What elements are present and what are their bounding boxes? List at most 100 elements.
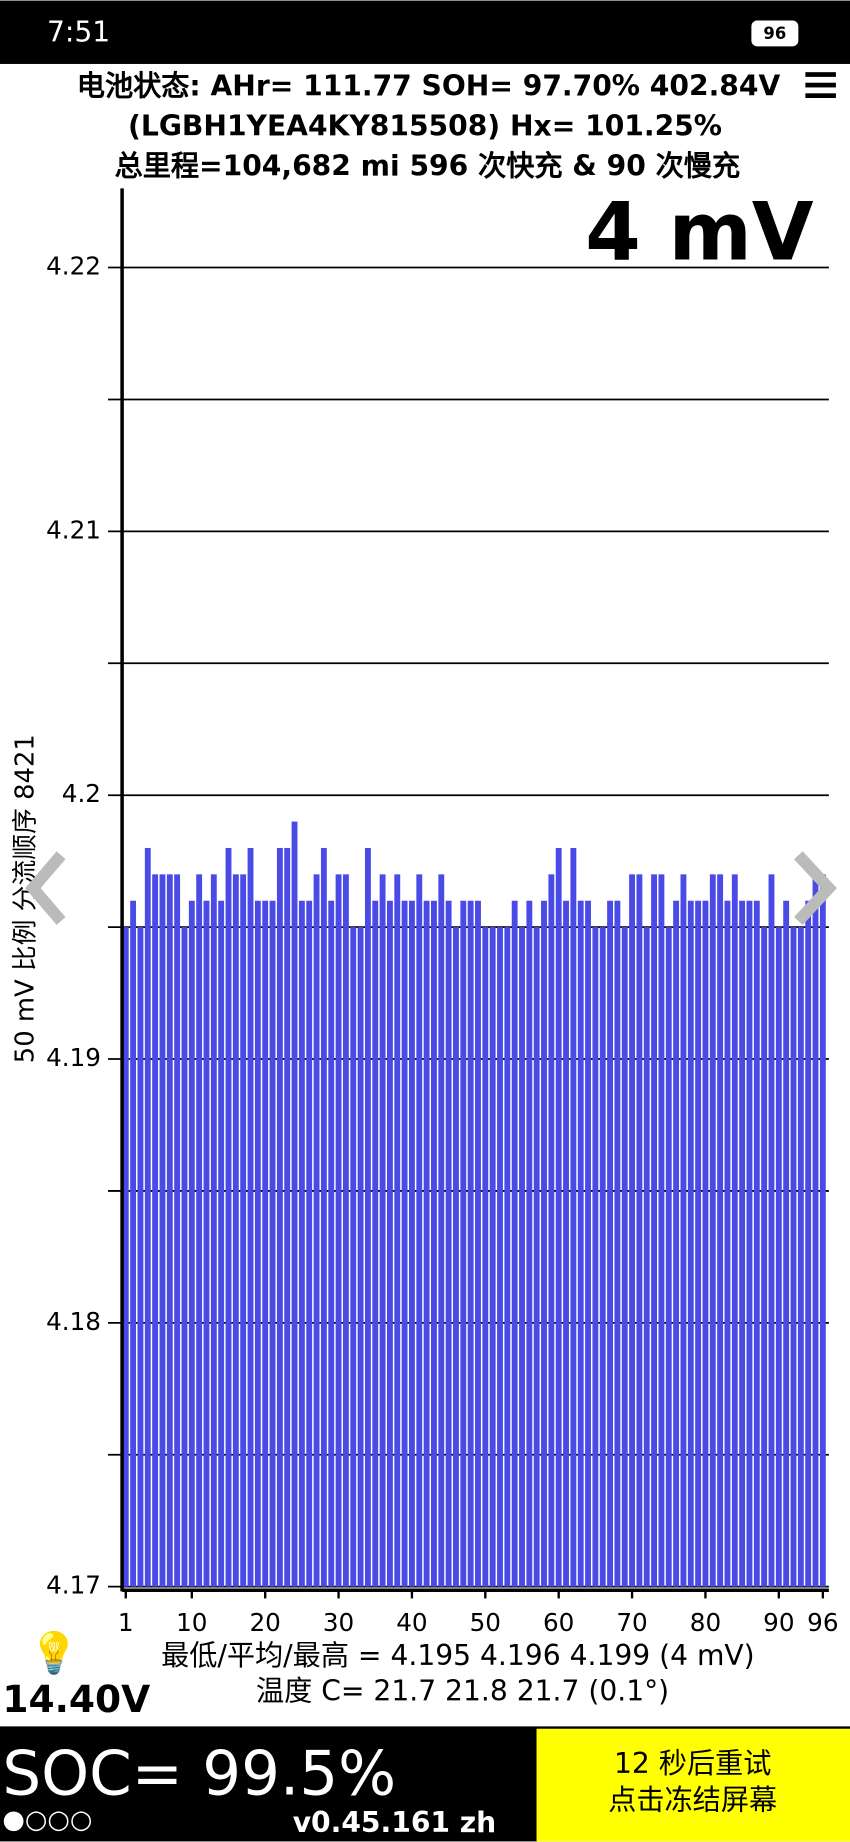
x-tick-label: 20 [250, 1608, 281, 1637]
bar [386, 900, 393, 1587]
bar [203, 900, 210, 1587]
clock: 7:51 [47, 15, 110, 48]
x-tick-label: 1 [118, 1608, 134, 1637]
bar [284, 847, 291, 1587]
bar [607, 900, 613, 1587]
x-tick-label: 70 [616, 1608, 647, 1637]
bar [328, 900, 335, 1587]
bar [790, 927, 797, 1587]
aux-voltage: 14.40V [2, 1677, 150, 1721]
bar [416, 874, 423, 1587]
bar [526, 900, 533, 1587]
bar [592, 927, 599, 1587]
battery-level: 96 [763, 24, 786, 43]
bar [497, 927, 503, 1587]
bar [152, 874, 159, 1587]
bar [144, 847, 151, 1587]
bar [130, 900, 137, 1587]
x-tick-label: 60 [543, 1608, 574, 1637]
y-tick-label: 4.18 [46, 1307, 101, 1336]
bar [181, 927, 188, 1587]
bar [636, 874, 643, 1587]
header-line: 电池状态: AHr= 111.77 SOH= 97.70% 402.84V [77, 69, 781, 102]
bar [563, 900, 569, 1587]
prev-arrow[interactable] [25, 851, 66, 925]
x-tick-label: 10 [176, 1608, 207, 1637]
bar [805, 900, 812, 1587]
bar [724, 900, 731, 1587]
bar [511, 900, 518, 1587]
bar [247, 847, 254, 1587]
bar [504, 927, 511, 1587]
bar [276, 847, 283, 1587]
bar [761, 927, 768, 1587]
y-tick-label: 4.22 [46, 252, 101, 281]
bar [159, 874, 166, 1587]
bar [379, 874, 386, 1587]
bar [687, 900, 694, 1587]
bar [291, 821, 298, 1587]
bar [460, 900, 467, 1587]
battery-icon [751, 20, 799, 47]
bar [680, 874, 687, 1587]
header-line: 总里程=104,682 mi 596 次快充 & 90 次慢充 [115, 149, 741, 182]
retry-text: 12 秒后重试 [614, 1747, 771, 1780]
bar [812, 874, 819, 1587]
freeze-button[interactable] [536, 1728, 850, 1842]
bar [240, 874, 247, 1587]
bar [519, 927, 525, 1587]
bar [306, 900, 313, 1587]
bar [335, 874, 342, 1587]
bar [401, 900, 408, 1587]
bar [475, 900, 481, 1587]
bar [122, 927, 129, 1587]
bar [651, 874, 658, 1587]
bar [453, 927, 459, 1587]
bar [585, 900, 591, 1587]
bar [783, 900, 790, 1587]
stats: 最低/平均/最高 = 4.195 4.196 4.199 (4 mV) [161, 1639, 755, 1672]
bar [577, 900, 584, 1587]
bar [555, 847, 562, 1587]
bulb-icon[interactable]: 💡 [29, 1629, 79, 1676]
x-tick-label: 96 [807, 1608, 838, 1637]
bar [533, 927, 540, 1587]
bar [768, 874, 775, 1587]
bar [614, 900, 621, 1587]
bar [298, 900, 305, 1587]
bar [320, 847, 327, 1587]
bar [137, 927, 144, 1587]
bar [423, 900, 430, 1587]
bar [621, 927, 628, 1587]
mv-annotation: 4 mV [585, 186, 814, 279]
bar [210, 874, 217, 1587]
x-tick-label: 90 [763, 1608, 794, 1637]
x-tick-label: 80 [690, 1608, 721, 1637]
x-tick-label: 50 [470, 1608, 501, 1637]
status-bar [0, 0, 850, 64]
bar [739, 900, 746, 1587]
bar [482, 927, 489, 1587]
y-tick-label: 4.19 [46, 1043, 101, 1072]
bar [695, 900, 702, 1587]
bar [218, 900, 225, 1587]
bar [431, 900, 437, 1587]
header-line: (LGBH1YEA4KY815508) Hx= 101.25% [128, 109, 722, 142]
bar [372, 900, 379, 1587]
y-tick-label: 4.21 [46, 515, 101, 544]
menu-icon[interactable] [805, 72, 836, 99]
bar [254, 900, 261, 1587]
next-arrow[interactable] [794, 851, 837, 925]
bar [753, 900, 760, 1587]
bar [342, 874, 349, 1587]
bar [445, 900, 452, 1587]
bar [313, 874, 320, 1587]
bar [548, 874, 555, 1587]
bar [350, 927, 357, 1587]
bar [262, 900, 269, 1587]
y-tick-label: 4.17 [46, 1571, 101, 1600]
bar [174, 874, 181, 1587]
bar [196, 874, 203, 1587]
